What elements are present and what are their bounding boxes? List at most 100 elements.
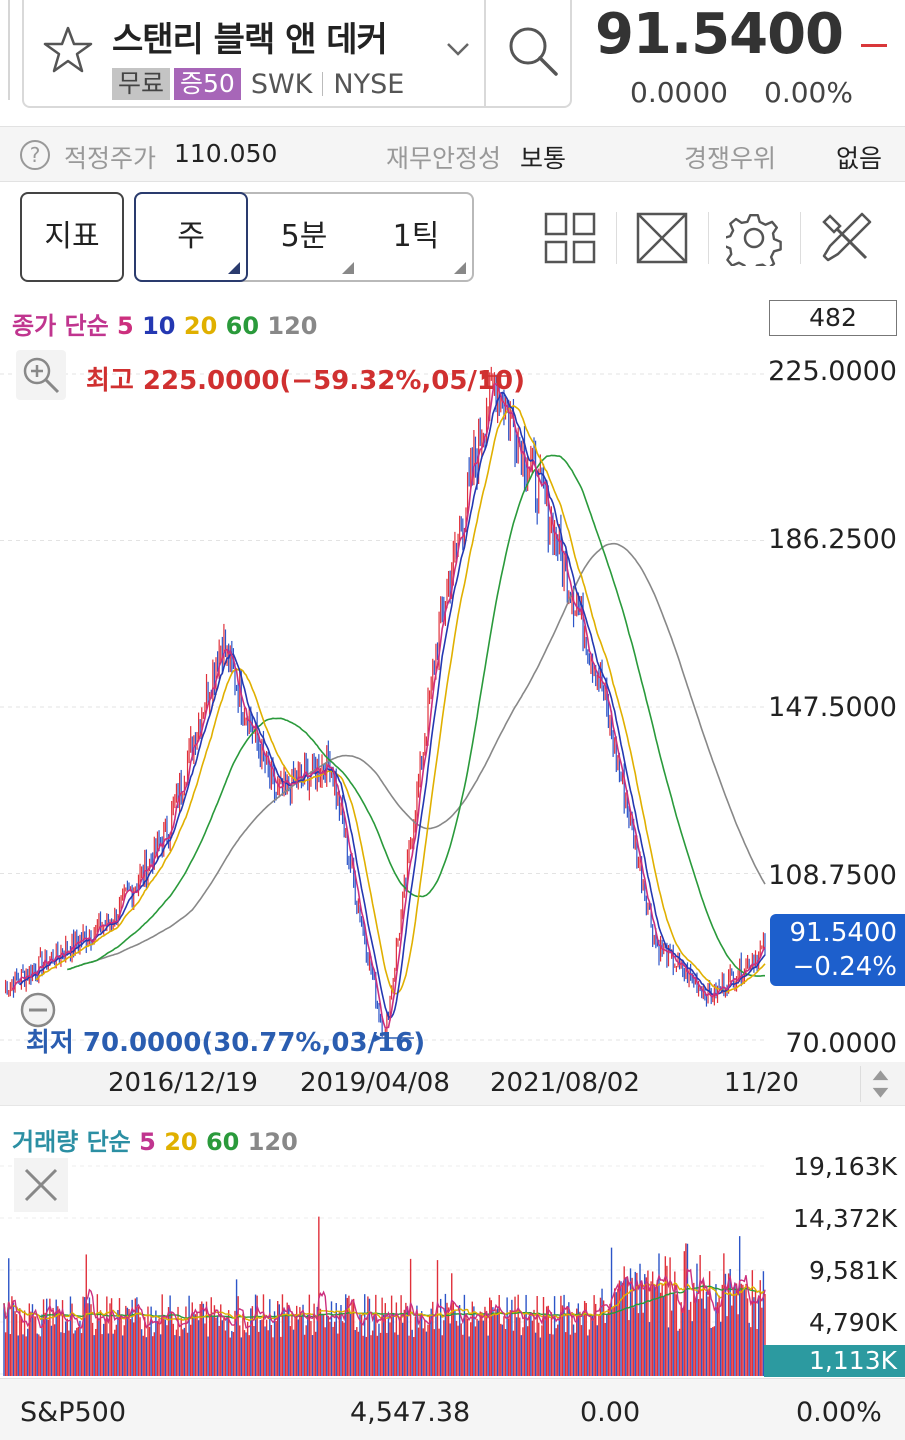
volume-tick-label: 19,163K bbox=[793, 1152, 897, 1181]
period-5min-button[interactable]: 5분 bbox=[248, 194, 360, 280]
index-name: S&P500 bbox=[20, 1397, 127, 1428]
current-change-tag-value: −0.24% bbox=[792, 952, 897, 982]
layout-grid-icon[interactable] bbox=[542, 210, 598, 266]
low-price-label: 최저 70.0000(30.77%,03/16) bbox=[26, 1028, 426, 1058]
period-1tick-button[interactable]: 1틱 bbox=[360, 194, 472, 280]
ma60-line bbox=[67, 454, 765, 977]
date-tick-label: 2016/12/19 bbox=[108, 1068, 258, 1098]
current-price-tag: 91.5400 −0.24% bbox=[770, 914, 905, 986]
volume-tick-label: 14,372K bbox=[793, 1204, 897, 1233]
index-value: 4,547.38 bbox=[350, 1397, 471, 1428]
chevron-down-icon[interactable] bbox=[444, 38, 472, 60]
legend-base: 거래량 단순 bbox=[12, 1128, 131, 1156]
back-edge[interactable] bbox=[0, 0, 10, 100]
legend-ma60: 60 bbox=[225, 312, 260, 340]
legend-vma60: 60 bbox=[205, 1128, 240, 1156]
fullscreen-icon[interactable] bbox=[634, 210, 690, 266]
tools-icon[interactable] bbox=[818, 210, 874, 266]
index-change: 0.00 bbox=[580, 1397, 641, 1428]
ma120-line bbox=[67, 542, 766, 971]
dropdown-corner-icon bbox=[342, 262, 354, 274]
low-arrowhead bbox=[374, 1034, 383, 1042]
ticker-symbol: SWK bbox=[250, 68, 313, 100]
stock-selector[interactable]: 스탠리 블랙 앤 데커 무료 증50 SWK NYSE bbox=[22, 0, 572, 108]
stability-label: 재무안정성 bbox=[386, 144, 502, 173]
price-chart[interactable]: 종가 단순 5 10 20 60 120 482 최고 225.0000(−59… bbox=[0, 296, 905, 1062]
volume-chart[interactable]: 거래량 단순 5 20 60 120 19,163K 14,372K 9,581… bbox=[0, 1108, 905, 1377]
gear-icon[interactable] bbox=[726, 210, 782, 266]
period-weekly-button[interactable]: 주 bbox=[134, 192, 248, 282]
dropdown-corner-icon bbox=[454, 262, 466, 274]
legend-vma5: 5 bbox=[139, 1128, 156, 1156]
y-tick-label: 70.0000 bbox=[785, 1028, 897, 1059]
volume-tick-label: 4,790K bbox=[809, 1308, 897, 1337]
legend-ma10: 10 bbox=[142, 312, 176, 340]
flat-change-icon bbox=[861, 44, 887, 47]
exchange-name: NYSE bbox=[333, 68, 405, 100]
stability-value: 보통 bbox=[520, 144, 567, 173]
fair-price-label: 적정주가 bbox=[64, 144, 157, 173]
vma60-line bbox=[3, 1285, 766, 1320]
margin-badge: 증50 bbox=[174, 68, 241, 100]
y-tick-label: 147.5000 bbox=[768, 692, 897, 723]
search-icon[interactable] bbox=[502, 20, 564, 82]
price-change: 0.0000 bbox=[630, 76, 728, 109]
close-icon[interactable] bbox=[14, 1158, 68, 1212]
legend-vma120: 120 bbox=[247, 1128, 298, 1156]
high-arrowhead bbox=[481, 372, 490, 380]
y-tick-label: 225.0000 bbox=[768, 356, 897, 387]
period-selector: 주 5분 1틱 bbox=[134, 192, 474, 282]
divider bbox=[484, 0, 486, 106]
period-label: 1틱 bbox=[392, 219, 440, 254]
fair-price-value: 110.050 bbox=[174, 139, 278, 168]
y-tick-label: 186.2500 bbox=[768, 524, 897, 555]
legend-base: 종가 단순 bbox=[12, 312, 109, 340]
current-price: 91.5400 bbox=[594, 2, 844, 67]
legend-ma20: 20 bbox=[183, 312, 218, 340]
period-label: 주 bbox=[177, 219, 205, 254]
scroll-arrows-icon[interactable] bbox=[860, 1066, 900, 1102]
legend-ma120: 120 bbox=[267, 312, 318, 340]
divider bbox=[708, 212, 709, 264]
high-price-label: 최고 225.0000(−59.32%,05/10) bbox=[86, 366, 525, 396]
bar-count-input[interactable]: 482 bbox=[769, 300, 897, 336]
date-tick-label: 2019/04/08 bbox=[300, 1068, 450, 1098]
price-legend: 종가 단순 5 10 20 60 120 bbox=[12, 306, 318, 341]
date-tick-label: 2021/08/02 bbox=[490, 1068, 640, 1098]
y-tick-label: 108.7500 bbox=[768, 860, 897, 891]
advantage-value: 없음 bbox=[836, 144, 883, 173]
free-badge: 무료 bbox=[112, 68, 171, 100]
price-plot bbox=[0, 366, 766, 1042]
volume-plot bbox=[0, 1165, 766, 1376]
stock-header: 스탠리 블랙 앤 데커 무료 증50 SWK NYSE 91.5400 0.00… bbox=[0, 0, 905, 124]
stock-name[interactable]: 스탠리 블랙 앤 데커 bbox=[112, 20, 388, 60]
date-axis[interactable]: 2016/12/19 2019/04/08 2021/08/02 11/20 bbox=[0, 1062, 905, 1106]
current-price-tag-value: 91.5400 bbox=[789, 918, 897, 948]
divider bbox=[616, 212, 617, 264]
legend-ma5: 5 bbox=[117, 312, 134, 340]
ma5-line bbox=[11, 383, 766, 1029]
current-volume-tag: 1,113K bbox=[764, 1345, 905, 1377]
date-tick-label: 11/20 bbox=[724, 1068, 799, 1098]
advantage-label: 경쟁우위 bbox=[684, 144, 777, 173]
ma20-line bbox=[35, 404, 766, 995]
period-label: 5분 bbox=[280, 219, 328, 254]
indicator-button[interactable]: 지표 bbox=[20, 192, 124, 282]
zoom-in-icon[interactable] bbox=[16, 350, 66, 400]
chart-toolbar: 지표 주 5분 1틱 bbox=[0, 182, 905, 294]
valuation-bar: ? 적정주가 110.050 재무안정성 보통 경쟁우위 없음 bbox=[0, 126, 905, 182]
help-icon[interactable]: ? bbox=[20, 140, 50, 170]
vma5-line bbox=[3, 1268, 766, 1329]
favorite-star-icon[interactable] bbox=[40, 22, 96, 78]
ma10-line bbox=[19, 391, 766, 1020]
volume-tick-label: 9,581K bbox=[809, 1256, 897, 1285]
divider bbox=[800, 212, 801, 264]
index-ticker-bar[interactable]: S&P500 4,547.38 0.00 0.00% bbox=[0, 1378, 905, 1440]
volume-legend: 거래량 단순 5 20 60 120 bbox=[12, 1122, 298, 1157]
legend-vma20: 20 bbox=[164, 1128, 198, 1156]
zoom-out-icon[interactable] bbox=[14, 986, 64, 1036]
stock-badges: 무료 증50 SWK NYSE bbox=[112, 68, 404, 100]
divider bbox=[322, 72, 324, 96]
price-change-pct: 0.00% bbox=[764, 76, 853, 109]
dropdown-corner-icon bbox=[228, 262, 240, 274]
